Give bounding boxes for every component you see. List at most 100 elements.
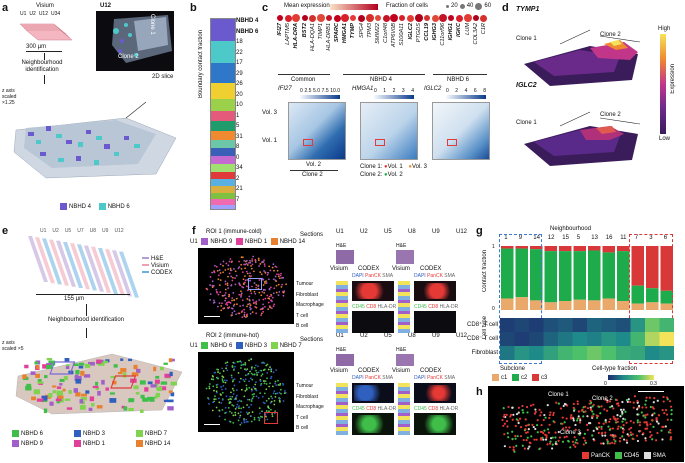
- voxel: [110, 375, 117, 379]
- cell-point: [231, 276, 234, 279]
- cell-point: [259, 380, 262, 382]
- h-cell-point: [629, 419, 632, 423]
- voxel: [33, 389, 41, 395]
- h-cell-point: [612, 438, 616, 441]
- cell-point: [271, 415, 274, 418]
- frac-label: 40: [466, 3, 474, 9]
- voxel: [136, 368, 141, 373]
- cell-point: [233, 384, 236, 387]
- cell-point: [274, 395, 277, 398]
- dot-tpm3: [365, 14, 374, 22]
- cell-point: [255, 371, 258, 374]
- cell-point: [213, 299, 215, 302]
- cell-point: [267, 301, 270, 304]
- f-row-label: Tumour: [296, 383, 314, 389]
- h-cell-point: [651, 438, 654, 441]
- roi1-zoom-box: [248, 278, 262, 290]
- panel-label-b: b: [190, 2, 197, 14]
- cell-point: [244, 260, 247, 263]
- cell-point: [213, 371, 216, 374]
- h-cell-point: [542, 431, 545, 435]
- h-cell-point: [566, 429, 569, 432]
- cell-point: [272, 392, 275, 395]
- h-cell-point: [502, 424, 505, 427]
- voxel: [58, 395, 64, 399]
- h-cell-point: [596, 415, 600, 418]
- cell-point: [220, 305, 223, 307]
- e-leg-item: NBHD 6: [12, 430, 74, 438]
- h-cell-point: [663, 412, 666, 415]
- cell-point: [276, 392, 279, 395]
- contact-bar-c1: [646, 302, 659, 310]
- cell-point: [242, 363, 245, 366]
- h-cell-point: [599, 412, 602, 415]
- voxel: [84, 363, 91, 368]
- bar-seg: [211, 83, 235, 99]
- cell-point: [273, 287, 276, 290]
- cell-point: [245, 388, 248, 391]
- h-cell-point: [621, 420, 624, 423]
- h-cell-point: [549, 411, 552, 414]
- h-cell-point: [517, 419, 520, 422]
- cell-point: [255, 395, 258, 398]
- voxel: [168, 390, 173, 394]
- codex-img-bot-2b: [414, 413, 456, 435]
- gene-label: SPG4: [358, 23, 365, 38]
- visium-top-2: Visium: [392, 266, 410, 272]
- d-high: High: [658, 26, 671, 32]
- h-cell-point: [548, 442, 552, 445]
- cell-point: [227, 287, 230, 290]
- h-cell-point: [574, 441, 577, 444]
- cell-point: [243, 418, 245, 420]
- h-cell-point: [576, 442, 579, 445]
- heat-cell: [587, 332, 602, 346]
- cell-point: [219, 279, 222, 282]
- cell-point: [215, 288, 218, 291]
- f-col-label: U8: [408, 333, 416, 339]
- cell-point: [255, 369, 257, 372]
- voxel: [80, 397, 87, 401]
- voxel: [37, 381, 44, 384]
- e-leg-item: NBHD 9: [12, 440, 74, 448]
- f-col-label: U1: [336, 229, 344, 235]
- h-cell-point: [552, 413, 555, 417]
- cell-point: [268, 305, 271, 307]
- cell-point: [275, 284, 278, 287]
- voxel: [170, 381, 178, 386]
- legend-visium: Visium: [142, 263, 172, 270]
- e-sec: U12: [114, 228, 124, 234]
- cell-point: [240, 407, 243, 410]
- cell-point: [208, 403, 210, 405]
- cell-point: [260, 273, 263, 276]
- dot-spg4: [358, 14, 366, 22]
- cell-point: [262, 369, 265, 372]
- h-cell-point: [611, 435, 614, 438]
- g-nbhd-label: 5: [576, 235, 581, 241]
- voxel: [88, 407, 93, 411]
- cell-point: [253, 301, 255, 304]
- b-label: 7: [236, 196, 240, 203]
- h-cell-point: [595, 427, 599, 430]
- roi2-leg: NBHD 6: [210, 343, 233, 350]
- cell-point: [260, 374, 263, 377]
- h-cell-point: [549, 440, 552, 443]
- g-contact-fraction-label: Contact fraction: [482, 250, 488, 293]
- h-cell-point: [616, 427, 619, 431]
- heat-cell: [543, 332, 558, 346]
- cell-point: [236, 389, 238, 392]
- c1-swatch: [492, 374, 499, 381]
- h-cell-point: [507, 405, 510, 409]
- tick: 4: [464, 88, 468, 94]
- h-cell-point: [644, 439, 647, 442]
- voxel: [43, 408, 48, 414]
- g-heatmap: [500, 318, 674, 360]
- map3-gene: IGLC2: [424, 86, 442, 92]
- cell-point: [250, 415, 253, 417]
- f-row-label: B cell: [296, 323, 309, 329]
- contact-bar-c1: [660, 303, 673, 310]
- codex-top-markers-2: DAPI PanCK SMA: [414, 273, 455, 279]
- h-cell-point: [636, 408, 639, 411]
- section-labels: U1 U2 U12 U34: [20, 11, 90, 17]
- c2-swatch: [512, 374, 520, 381]
- cell-point: [258, 407, 261, 410]
